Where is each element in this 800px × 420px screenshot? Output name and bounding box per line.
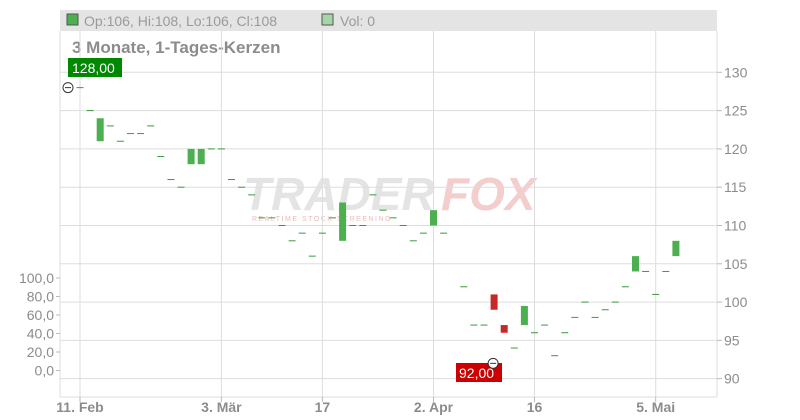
candle-up [187, 148, 195, 165]
chart-title: 3 Monate, 1-Tages-Kerzen [72, 38, 280, 57]
volume-axis: 100,0 80,0 60,0 40,0 20,0 0,0 [19, 270, 60, 379]
price-axis: 130 125 120 115 110 105 100 95 90 [717, 64, 748, 387]
price-tick-label: 100 [724, 294, 748, 310]
candle-up [520, 305, 528, 326]
candle-up [96, 118, 104, 142]
ohlc-legend-swatch [66, 13, 79, 26]
candle-up [672, 240, 680, 257]
candle-up [339, 202, 347, 241]
extreme-markers [62, 82, 499, 369]
price-tick-label: 130 [724, 64, 748, 80]
watermark-tagline: REALTIME STOCK SCREENING [252, 216, 392, 223]
price-tick-label: 115 [724, 179, 747, 195]
price-tick-label: 105 [724, 256, 748, 272]
watermark-fox: FOX [441, 168, 538, 220]
date-tick-label: 17 [315, 399, 331, 415]
price-tick-label: 90 [724, 371, 740, 387]
candle-up [632, 256, 639, 272]
price-tick-label: 125 [724, 103, 748, 119]
legend-bar [60, 10, 717, 31]
price-tick-label: 120 [724, 141, 748, 157]
price-tick-label: 95 [724, 332, 740, 348]
date-tick-label: 3. Mär [201, 399, 242, 415]
date-tick-label: 5. Mai [636, 399, 675, 415]
candle-up [430, 210, 437, 226]
high-price-badge: 128,00 [68, 58, 122, 77]
date-tick-label: 16 [527, 399, 543, 415]
candles [76, 87, 680, 357]
volume-legend-swatch [321, 13, 334, 26]
candle-down [500, 325, 508, 333]
low-price-label: 92,00 [459, 365, 494, 381]
date-tick-label: 11. Feb [56, 399, 103, 415]
watermark-logo: TRADER FOX REALTIME STOCK SCREENING [243, 168, 538, 223]
watermark-trader: TRADER [243, 168, 435, 220]
date-tick-label: 2. Apr [414, 399, 454, 415]
volume-tick-label: 80,0 [27, 289, 54, 305]
ohlc-legend-text: Op:106, Hi:108, Lo:106, Cl:108 [84, 13, 277, 29]
volume-legend-text: Vol: 0 [340, 13, 375, 29]
volume-tick-label: 20,0 [27, 344, 54, 360]
volume-tick-label: 60,0 [27, 307, 54, 323]
volume-tick-label: 100,0 [19, 270, 54, 286]
volume-tick-label: 0,0 [35, 363, 55, 379]
candle-down [490, 294, 498, 310]
candle-up [197, 148, 205, 165]
volume-tick-label: 40,0 [27, 326, 54, 342]
high-price-label: 128,00 [72, 60, 115, 76]
price-tick-label: 110 [724, 217, 747, 233]
date-axis: 11. Feb 3. Mär 17 2. Apr 16 5. Mai [56, 397, 675, 415]
